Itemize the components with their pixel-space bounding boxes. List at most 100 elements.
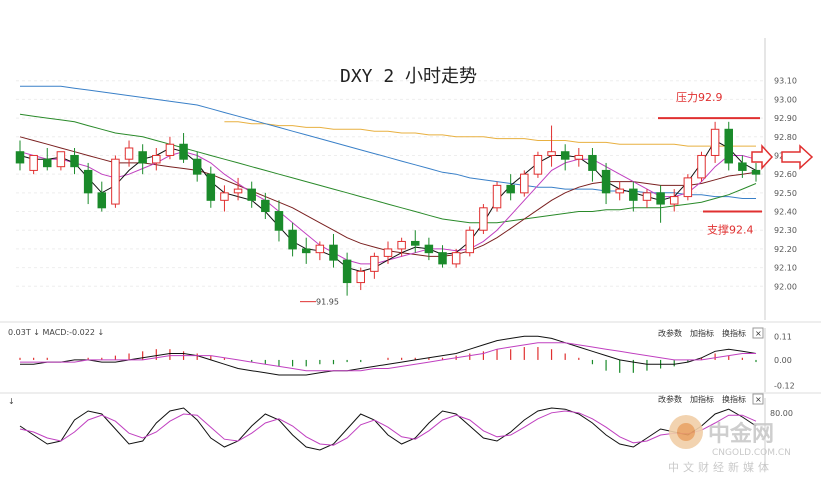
switch-indicator-button[interactable]: 换指标 [722,328,746,338]
macd-panel: 0.03T ↓ MACD:-0.022 ↓ 改参数 加指标 换指标 × 0.11… [8,327,795,392]
candle-body [547,151,556,156]
ma-line-green [19,113,757,224]
kdj-tick: 80.00 [770,409,793,418]
kdj-panel: ↓ 改参数 加指标 换指标 × 80.00 [8,393,793,470]
candle-body [15,151,25,164]
candle-body [438,252,447,265]
add-indicator-button[interactable]: 加指标 [690,394,714,404]
close-icon: × [755,395,762,404]
candle-body [601,169,611,194]
candlesticks [15,121,761,296]
candle-body [370,255,379,272]
y-tick-label: 92.10 [774,264,797,273]
macd-indicator-buttons: 改参数 加指标 换指标 × [658,327,764,339]
arrow-right-icon [751,144,774,170]
candle-body [451,252,461,265]
switch-indicator-button[interactable]: 换指标 [722,394,746,404]
candle-body [465,229,475,254]
candle-body [220,192,229,201]
candle-body [329,244,338,261]
candle-body [751,169,761,175]
candle-body [233,188,243,194]
arrow-right-icon [781,144,814,170]
y-tick-label: 92.20 [774,245,797,254]
macd-tick-label: 0.00 [774,356,792,365]
add-indicator-button[interactable]: 加指标 [690,328,714,338]
y-tick-label: 93.00 [774,95,797,104]
low-label: 91.95 [316,298,339,307]
y-tick-label: 92.60 [774,170,797,179]
watermark-tagline: 中文财经新媒体 [668,460,773,474]
macd-dif-line [20,335,757,376]
candle-body [274,211,284,231]
y-tick-label: 92.90 [774,114,797,123]
candle-body [683,177,693,198]
chart-title: DXY 2 小时走势 [340,66,477,87]
support-label: 支撑92.4 [707,223,754,237]
candle-body [43,158,52,168]
y-tick-label: 92.50 [774,189,797,198]
candle-body [383,248,393,257]
resistance-label: 压力92.9 [676,91,723,104]
watermark: 中金网 CNGOLD.COM.CN 中文财经新媒体 [668,415,791,474]
change-params-button[interactable]: 改参数 [658,328,682,338]
macd-tick-label: 0.11 [774,332,792,341]
change-params-button[interactable]: 改参数 [658,394,682,404]
y-tick-label: 92.30 [774,226,797,235]
y-tick-label: 92.00 [774,282,797,291]
candle-body [411,240,420,246]
close-icon: × [755,329,762,338]
candle-body [656,192,665,205]
macd-tick-label: -0.12 [774,382,795,391]
candle-body [356,270,365,284]
kdj-lines [19,407,757,451]
candle-body [397,240,406,250]
candle-body [533,154,543,175]
candle-body [56,151,66,168]
candle-body [574,154,584,160]
candle-body [669,196,679,205]
candle-body [29,154,38,171]
candle-body [261,199,270,213]
candle-body [492,184,502,209]
candle-body [342,259,352,284]
close-button[interactable] [752,393,764,405]
candle-body [424,244,434,254]
watermark-domain: CNGOLD.COM.CN [712,448,791,458]
candle-body [206,173,216,201]
y-tick-label: 92.80 [774,133,797,142]
ma-line-orange [224,121,756,147]
candle-body [111,158,120,205]
candle-body [642,192,652,201]
candle-body [247,188,256,201]
candle-body [192,158,202,175]
candle-body [588,154,597,171]
candle-body [697,154,706,179]
watermark-logo-text: 中金网 [708,421,774,447]
kdj-k-line [19,407,757,451]
candle-body [520,173,529,194]
kdj-header: ↓ [8,397,15,406]
candle-body [315,244,325,254]
kdj-indicator-buttons: 改参数 加指标 换指标 × [658,393,764,405]
macd-lines [20,335,757,376]
y-tick-label: 92.40 [774,208,797,217]
close-button[interactable] [752,327,764,339]
candle-body [724,128,733,164]
candle-body [506,184,515,194]
candle-body [124,147,134,160]
candle-body [710,128,720,156]
ma-line-blue [20,85,756,199]
macd-header: 0.03T ↓ MACD:-0.022 ↓ [8,328,104,337]
candle-body [138,151,147,164]
candle-body [152,154,161,164]
candle-body [301,248,311,254]
macd-dea-line [20,342,756,372]
candle-body [70,154,79,168]
candle-body [615,188,624,194]
candle-body [629,188,638,201]
candle-body [165,143,175,156]
macd-axis-ticks: 0.11 0.00 -0.12 [774,332,795,390]
candle-body [479,207,488,231]
